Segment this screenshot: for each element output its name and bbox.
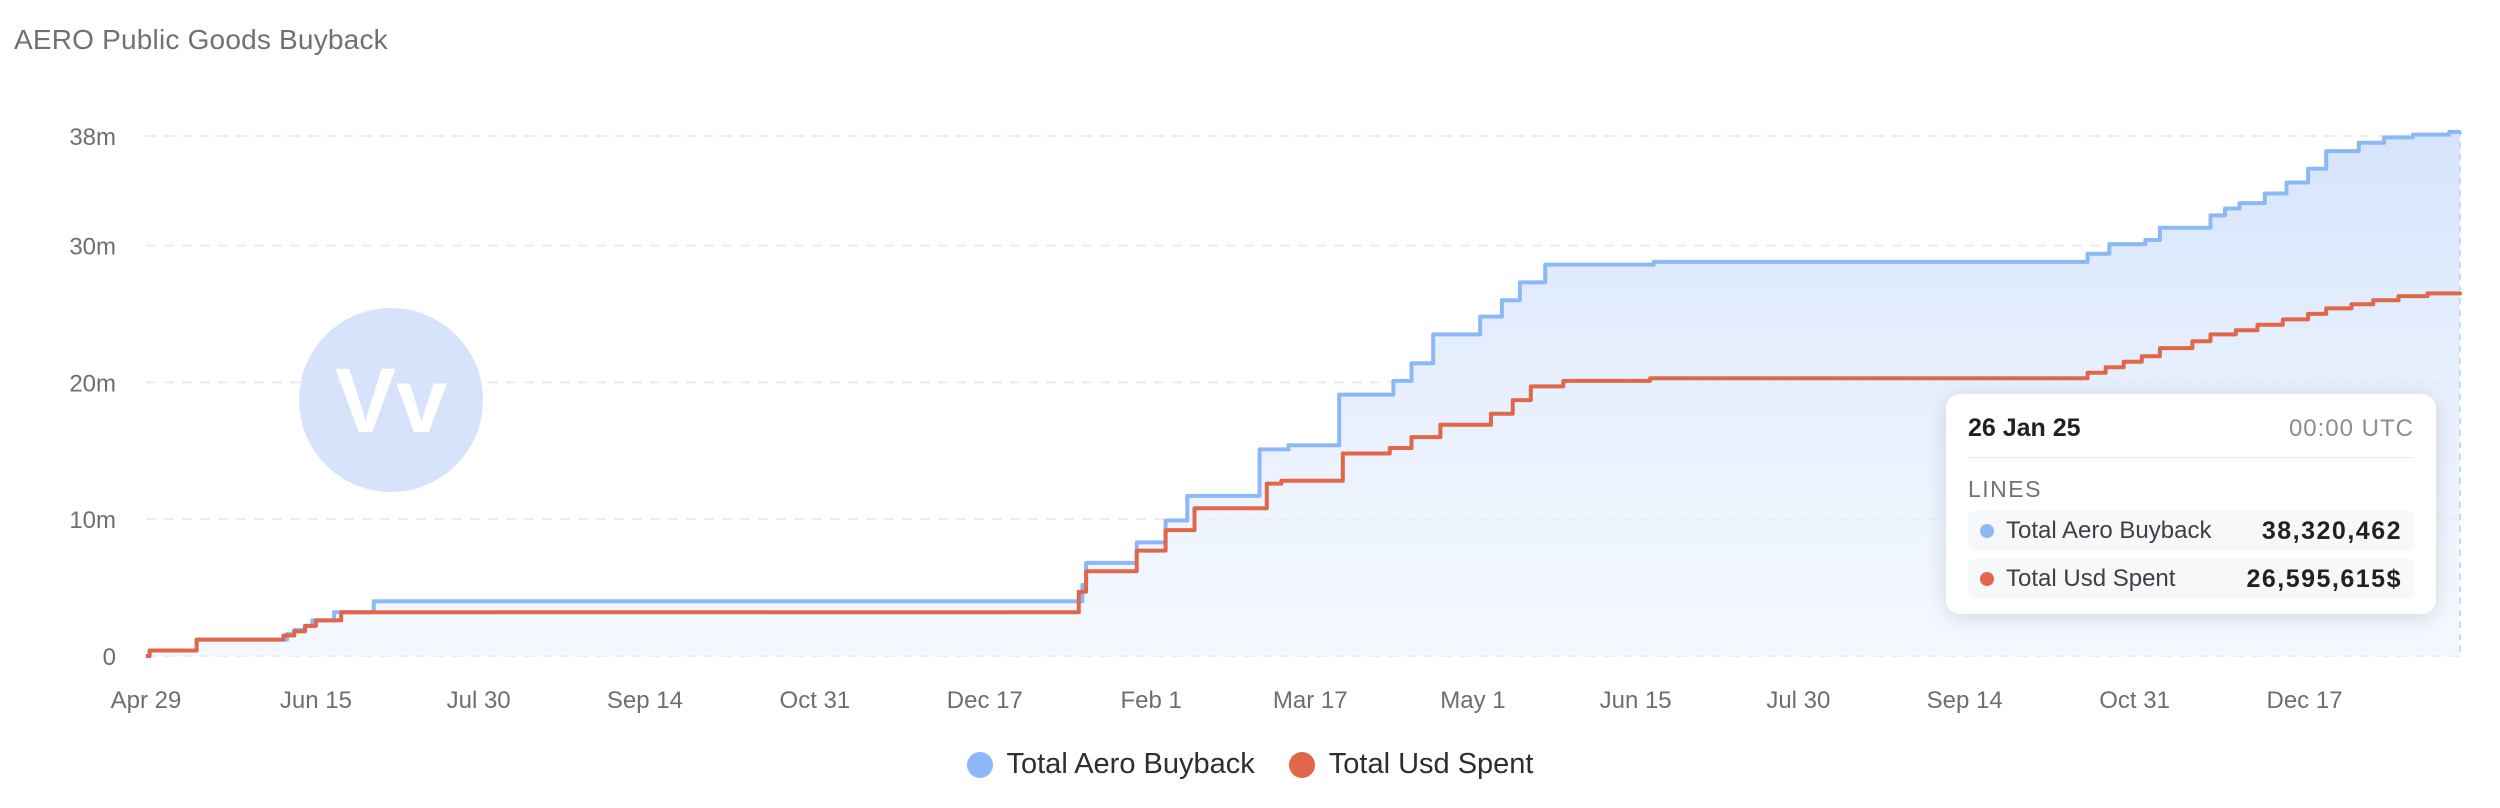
x-tick-label: Dec 17 (2267, 687, 2343, 714)
watermark-text: Vv (335, 350, 448, 452)
x-tick-label: Feb 1 (1120, 687, 1181, 714)
x-tick-label: Apr 29 (111, 687, 182, 714)
y-tick-label: 20m (69, 370, 116, 397)
x-tick-label: Jun 15 (280, 687, 352, 714)
aero-dot-icon (1980, 524, 1994, 538)
legend-dot-icon (966, 751, 993, 778)
tooltip-row-aero: Total Aero Buyback 38,320,462 (1968, 511, 2414, 551)
hover-tooltip: 26 Jan 25 00:00 UTC LINES Total Aero Buy… (1946, 394, 2436, 614)
watermark-logo: Vv (299, 308, 483, 492)
x-tick-label: Sep 14 (607, 687, 683, 714)
usd-spent-line[interactable] (146, 291, 2462, 658)
tooltip-row-usd: Total Usd Spent 26,595,615$ (1968, 559, 2414, 599)
x-tick-label: Jul 30 (1766, 687, 1830, 714)
tooltip-row-label: Total Usd Spent (2006, 565, 2176, 592)
aero-buyback-line[interactable] (146, 129, 2462, 658)
legend-item-usd[interactable]: Total Usd Spent (1288, 748, 1534, 781)
x-tick-label: Jun 15 (1600, 687, 1672, 714)
x-tick-label: Jul 30 (447, 687, 511, 714)
tooltip-section-label: LINES (1968, 476, 2042, 502)
y-tick-label: 30m (69, 233, 116, 260)
series-lines[interactable] (146, 129, 2462, 658)
x-axis-ticks: Apr 29 Jun 15 Jul 30 Sep 14 Oct 31 Dec 17 Feb … (111, 687, 2343, 714)
y-tick-label: 38m (69, 124, 116, 151)
y-tick-label: 0 (103, 644, 116, 671)
legend-label: Total Aero Buyback (1006, 748, 1255, 780)
x-tick-label: May 1 (1440, 687, 1505, 714)
x-tick-label: Mar 17 (1273, 687, 1348, 714)
chart-legend: Total Aero Buyback Total Usd Spent (0, 748, 2500, 781)
usd-dot-icon (1980, 572, 1994, 586)
y-tick-label: 10m (69, 507, 116, 534)
x-tick-label: Oct 31 (2099, 687, 2170, 714)
legend-item-aero[interactable]: Total Aero Buyback (966, 748, 1255, 781)
tooltip-row-value: 26,595,615$ (2246, 564, 2402, 593)
chart-title: AERO Public Goods Buyback (14, 24, 388, 55)
tooltip-row-value: 38,320,462 (2261, 516, 2402, 545)
x-tick-label: Sep 14 (1927, 687, 2003, 714)
x-tick-label: Dec 17 (947, 687, 1023, 714)
tooltip-time: 00:00 UTC (2288, 415, 2414, 442)
legend-label: Total Usd Spent (1328, 748, 1534, 780)
x-tick-label: Oct 31 (780, 687, 851, 714)
tooltip-row-label: Total Aero Buyback (2006, 517, 2212, 544)
legend-dot-icon (1288, 751, 1315, 778)
tooltip-date: 26 Jan 25 (1968, 414, 2081, 442)
y-axis-ticks: 0 10m 20m 30m 38m (69, 124, 116, 671)
